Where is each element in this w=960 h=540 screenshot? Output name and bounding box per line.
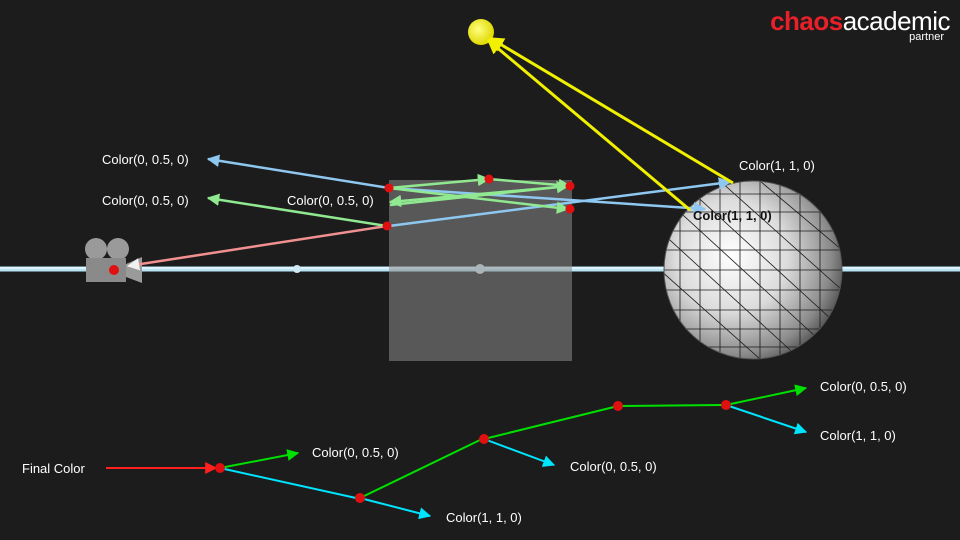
tree-label-root: Final Color: [22, 461, 85, 476]
brand-tagline: partner: [909, 31, 944, 43]
scene-label-mid: Color(0, 0.5, 0): [287, 193, 374, 208]
ray-tree: [106, 384, 808, 520]
brand-secondary: academic: [842, 6, 951, 36]
glass-box: [389, 180, 572, 361]
light-icon: [468, 19, 494, 45]
scene-label-left-mid: Color(0, 0.5, 0): [102, 193, 189, 208]
scene-rays: [126, 36, 734, 271]
scene-label-light: Color(1, 1, 0): [739, 158, 815, 173]
camera-icon: [85, 238, 142, 283]
tree-label-node1-reflection: Color(0, 0.5, 0): [312, 445, 399, 460]
scene-label-left-top: Color(0, 0.5, 0): [102, 152, 189, 167]
tree-label-node5-refraction: Color(1, 1, 0): [820, 428, 896, 443]
scene-hit-points: [109, 174, 575, 275]
tree-label-node5-reflection: Color(0, 0.5, 0): [820, 379, 907, 394]
tree-label-node2-refraction: Color(1, 1, 0): [446, 510, 522, 525]
scene-label-sphere-hit: Color(1, 1, 0): [693, 208, 772, 223]
brand-logo: chaosacademic partner: [770, 6, 950, 43]
tree-label-node3-refraction: Color(0, 0.5, 0): [570, 459, 657, 474]
ray-tree-nodes: [215, 400, 731, 503]
brand-primary: chaos: [770, 6, 843, 36]
